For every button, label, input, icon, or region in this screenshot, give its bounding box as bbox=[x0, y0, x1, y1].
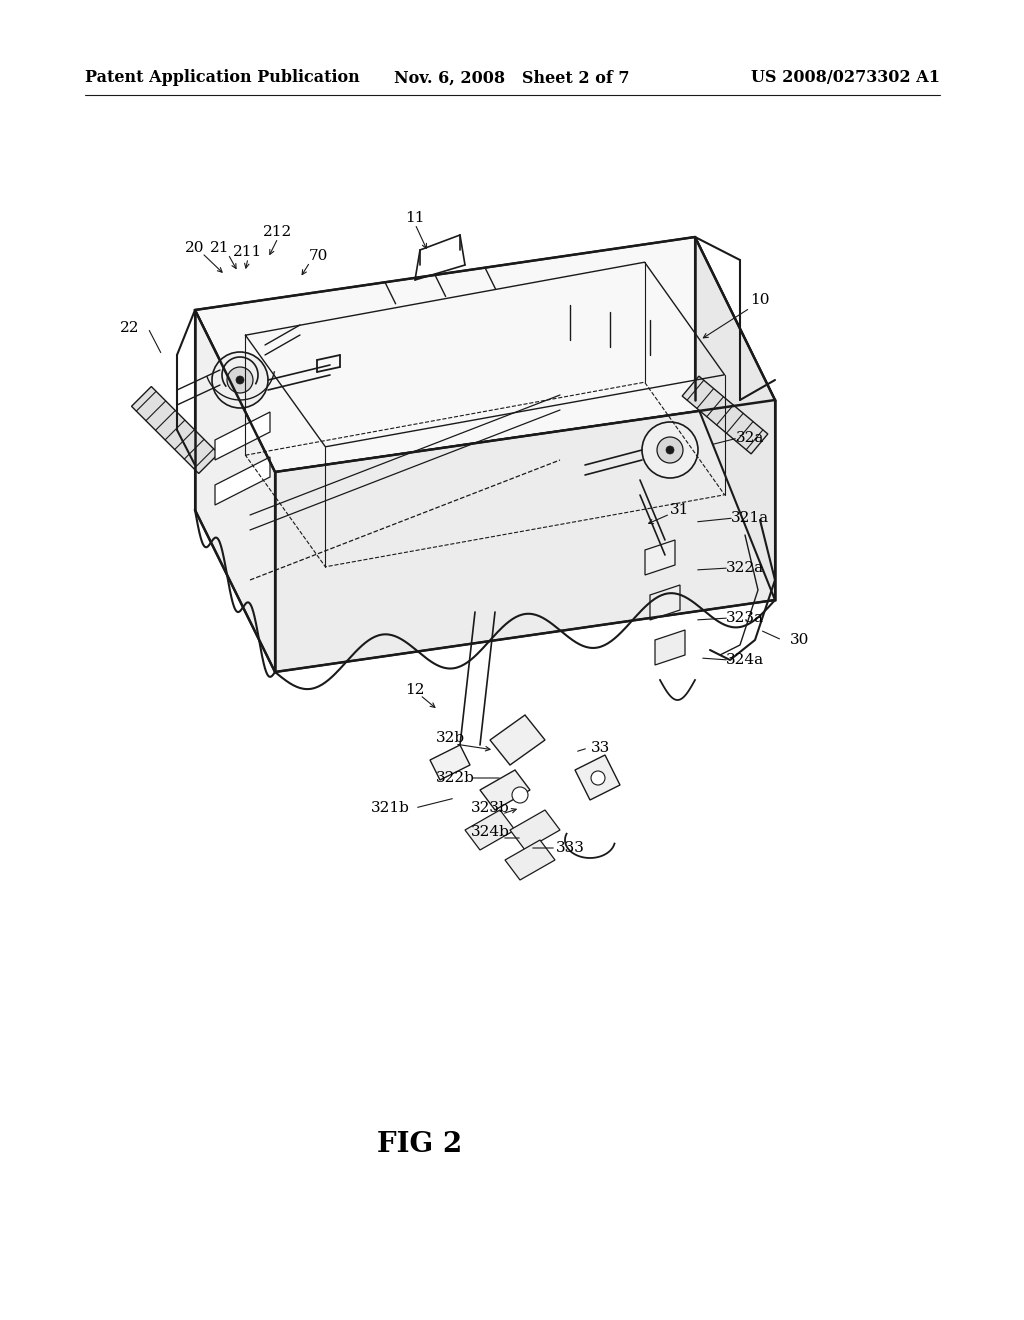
Polygon shape bbox=[215, 412, 270, 459]
Text: 31: 31 bbox=[671, 503, 690, 517]
Text: Nov. 6, 2008   Sheet 2 of 7: Nov. 6, 2008 Sheet 2 of 7 bbox=[394, 70, 630, 87]
Text: 324b: 324b bbox=[471, 825, 509, 840]
Text: 32b: 32b bbox=[435, 731, 465, 744]
Text: 20: 20 bbox=[185, 242, 205, 255]
Text: 12: 12 bbox=[406, 682, 425, 697]
Text: 323b: 323b bbox=[471, 801, 509, 814]
Polygon shape bbox=[490, 715, 545, 766]
Polygon shape bbox=[505, 840, 555, 880]
Text: 30: 30 bbox=[791, 634, 810, 647]
Circle shape bbox=[227, 367, 253, 393]
Text: 70: 70 bbox=[308, 249, 328, 263]
Text: 22: 22 bbox=[120, 321, 139, 335]
Circle shape bbox=[512, 787, 528, 803]
Polygon shape bbox=[275, 400, 775, 672]
Polygon shape bbox=[195, 310, 275, 672]
Text: 321a: 321a bbox=[731, 511, 769, 525]
Text: 21: 21 bbox=[210, 242, 229, 255]
Text: 322b: 322b bbox=[435, 771, 474, 785]
Text: Patent Application Publication: Patent Application Publication bbox=[85, 70, 359, 87]
Circle shape bbox=[236, 376, 244, 384]
Polygon shape bbox=[655, 630, 685, 665]
Circle shape bbox=[666, 446, 674, 454]
Polygon shape bbox=[480, 770, 530, 810]
Text: 33: 33 bbox=[591, 741, 609, 755]
Polygon shape bbox=[131, 387, 218, 474]
Polygon shape bbox=[215, 457, 270, 506]
Polygon shape bbox=[682, 376, 768, 454]
Polygon shape bbox=[695, 238, 775, 601]
Circle shape bbox=[657, 437, 683, 463]
Circle shape bbox=[212, 352, 268, 408]
Polygon shape bbox=[645, 540, 675, 576]
Polygon shape bbox=[510, 810, 560, 850]
Circle shape bbox=[642, 422, 698, 478]
Text: 11: 11 bbox=[406, 211, 425, 224]
Text: 10: 10 bbox=[751, 293, 770, 308]
Text: 32a: 32a bbox=[736, 432, 764, 445]
Text: 324a: 324a bbox=[726, 653, 764, 667]
Circle shape bbox=[591, 771, 605, 785]
Text: 321b: 321b bbox=[371, 801, 410, 814]
Polygon shape bbox=[465, 810, 515, 850]
Polygon shape bbox=[430, 744, 470, 780]
Text: 333: 333 bbox=[556, 841, 585, 855]
Polygon shape bbox=[575, 755, 620, 800]
Text: US 2008/0273302 A1: US 2008/0273302 A1 bbox=[751, 70, 940, 87]
Text: 211: 211 bbox=[233, 246, 262, 259]
Text: 212: 212 bbox=[263, 224, 293, 239]
Polygon shape bbox=[650, 585, 680, 620]
Polygon shape bbox=[195, 238, 775, 473]
Text: FIG 2: FIG 2 bbox=[378, 1131, 463, 1159]
Text: 322a: 322a bbox=[726, 561, 764, 576]
Text: 323a: 323a bbox=[726, 611, 764, 624]
